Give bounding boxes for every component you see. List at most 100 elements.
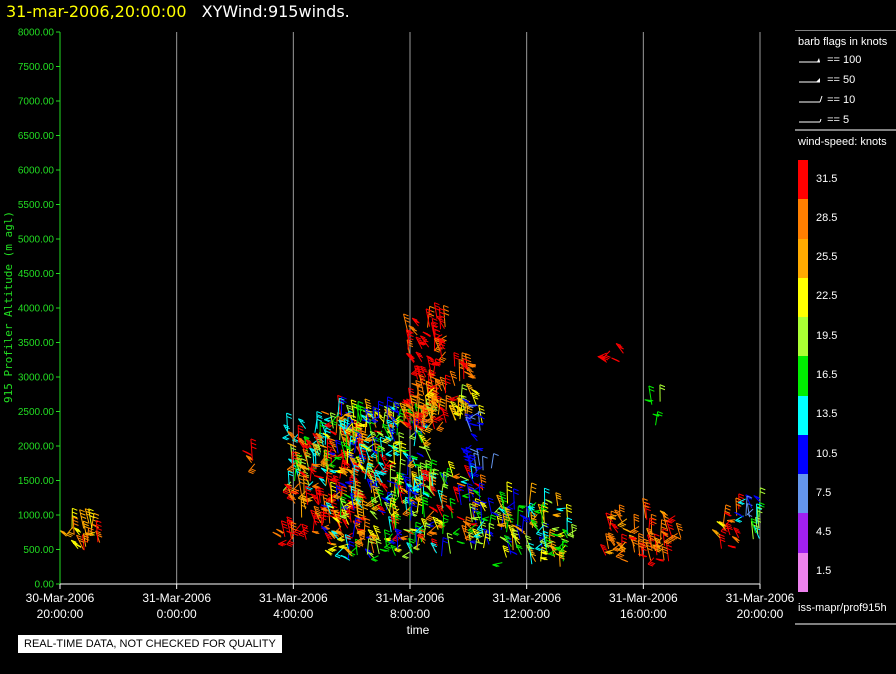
wind-barb	[753, 495, 761, 503]
wind-barb	[745, 495, 753, 517]
colorbar-segment	[798, 513, 808, 553]
barb-flag	[509, 526, 515, 530]
barb-flag	[528, 542, 535, 546]
barb-flag	[374, 506, 380, 510]
wind-barb	[444, 374, 451, 394]
wind-barb	[288, 493, 297, 504]
barb-flag	[425, 463, 432, 467]
wind-barb	[415, 525, 424, 534]
barb-flag	[312, 486, 318, 490]
barb-flag	[632, 541, 638, 545]
barb-flag	[303, 436, 310, 440]
x-tick-label: 31-Mar-2006	[609, 591, 678, 605]
barb-flag	[468, 375, 474, 379]
barb-flag	[465, 405, 471, 409]
barb-flag	[248, 471, 254, 475]
barb-flag	[327, 442, 333, 446]
barb-flag	[387, 412, 393, 416]
barb-flag	[372, 419, 379, 423]
barb-flag	[321, 445, 327, 449]
wind-barb	[297, 418, 307, 429]
barb-flag	[416, 385, 423, 389]
wind-barb	[377, 461, 385, 471]
barb-flag	[335, 513, 341, 517]
wind-speed-title: wind-speed: knots	[798, 136, 887, 148]
wind-barb	[304, 485, 312, 505]
barb-flag	[312, 442, 318, 446]
wind-barb	[333, 491, 341, 500]
barb-flag	[418, 398, 425, 401]
barb-flag	[386, 419, 393, 423]
barb-staff	[405, 329, 410, 343]
wind-barb	[628, 537, 637, 541]
barb-staff	[324, 427, 327, 445]
barb-staff	[320, 455, 327, 463]
barb-flag	[406, 483, 412, 486]
barb-flag	[648, 385, 655, 389]
barb-flag	[346, 432, 352, 436]
barb-flag	[436, 504, 442, 508]
barb-flag	[330, 442, 336, 446]
barb-flag	[436, 397, 443, 401]
barb-flag	[459, 361, 466, 364]
wind-barb	[756, 503, 762, 524]
barb-flag	[371, 500, 377, 504]
barb-flag	[379, 462, 385, 466]
wind-barb	[422, 331, 431, 338]
barb-flag	[541, 549, 547, 553]
barb-flag	[384, 529, 390, 533]
barb-flag	[667, 523, 673, 527]
barb-flag	[296, 529, 302, 533]
barb-staff	[459, 361, 468, 371]
barb-flag	[660, 511, 667, 515]
barb-flag	[677, 528, 684, 531]
barb-staff	[597, 352, 607, 358]
barb-flag	[536, 547, 542, 551]
barb-flag	[370, 533, 376, 537]
wind-barb	[756, 506, 763, 529]
y-tick-label: 6000.00	[18, 166, 55, 177]
barb-flag	[344, 421, 350, 425]
barb-flag	[453, 413, 459, 417]
barb-flag	[331, 530, 337, 534]
wind-barb	[242, 450, 252, 456]
wind-barb	[386, 396, 393, 415]
barb-flag	[568, 533, 575, 537]
barb-flag	[432, 363, 438, 366]
barb-flag	[288, 470, 294, 474]
wind-barb	[377, 445, 384, 464]
y-axis-ticks: 0.00500.001000.001500.002000.002500.0030…	[18, 28, 60, 591]
wind-barb	[527, 506, 536, 517]
barb-flag	[368, 437, 374, 441]
barb-flag	[726, 520, 733, 523]
barb-flag	[362, 432, 368, 436]
barb-staff	[497, 522, 507, 526]
barb-flag	[323, 411, 330, 415]
barb-flag	[439, 315, 446, 319]
barb-flag	[330, 485, 337, 489]
y-tick-label: 4500.00	[18, 269, 55, 280]
barb-flag	[472, 509, 478, 513]
barb-flag	[500, 496, 507, 500]
barb-flag	[390, 430, 396, 434]
barb-flag	[418, 406, 425, 410]
barb-staff	[318, 487, 321, 503]
colorbar-label: 19.5	[816, 329, 838, 342]
barb-flag	[290, 444, 296, 448]
barb-flag	[352, 428, 358, 432]
barb-flag	[360, 449, 367, 453]
barb-staff	[352, 517, 357, 538]
barb-flag	[725, 504, 732, 508]
barb-flag	[545, 539, 552, 543]
barb-flag	[469, 506, 476, 510]
barb-flag	[303, 475, 309, 479]
y-tick-label: 7500.00	[18, 62, 55, 73]
barb-flag	[405, 403, 411, 407]
barb-flag	[566, 503, 572, 507]
barb-flag	[661, 519, 667, 523]
barb-flag	[424, 442, 430, 446]
barb-flag	[610, 522, 616, 526]
barb-flag	[362, 503, 368, 507]
barb-staff	[430, 472, 435, 491]
barb-staff	[750, 521, 754, 540]
